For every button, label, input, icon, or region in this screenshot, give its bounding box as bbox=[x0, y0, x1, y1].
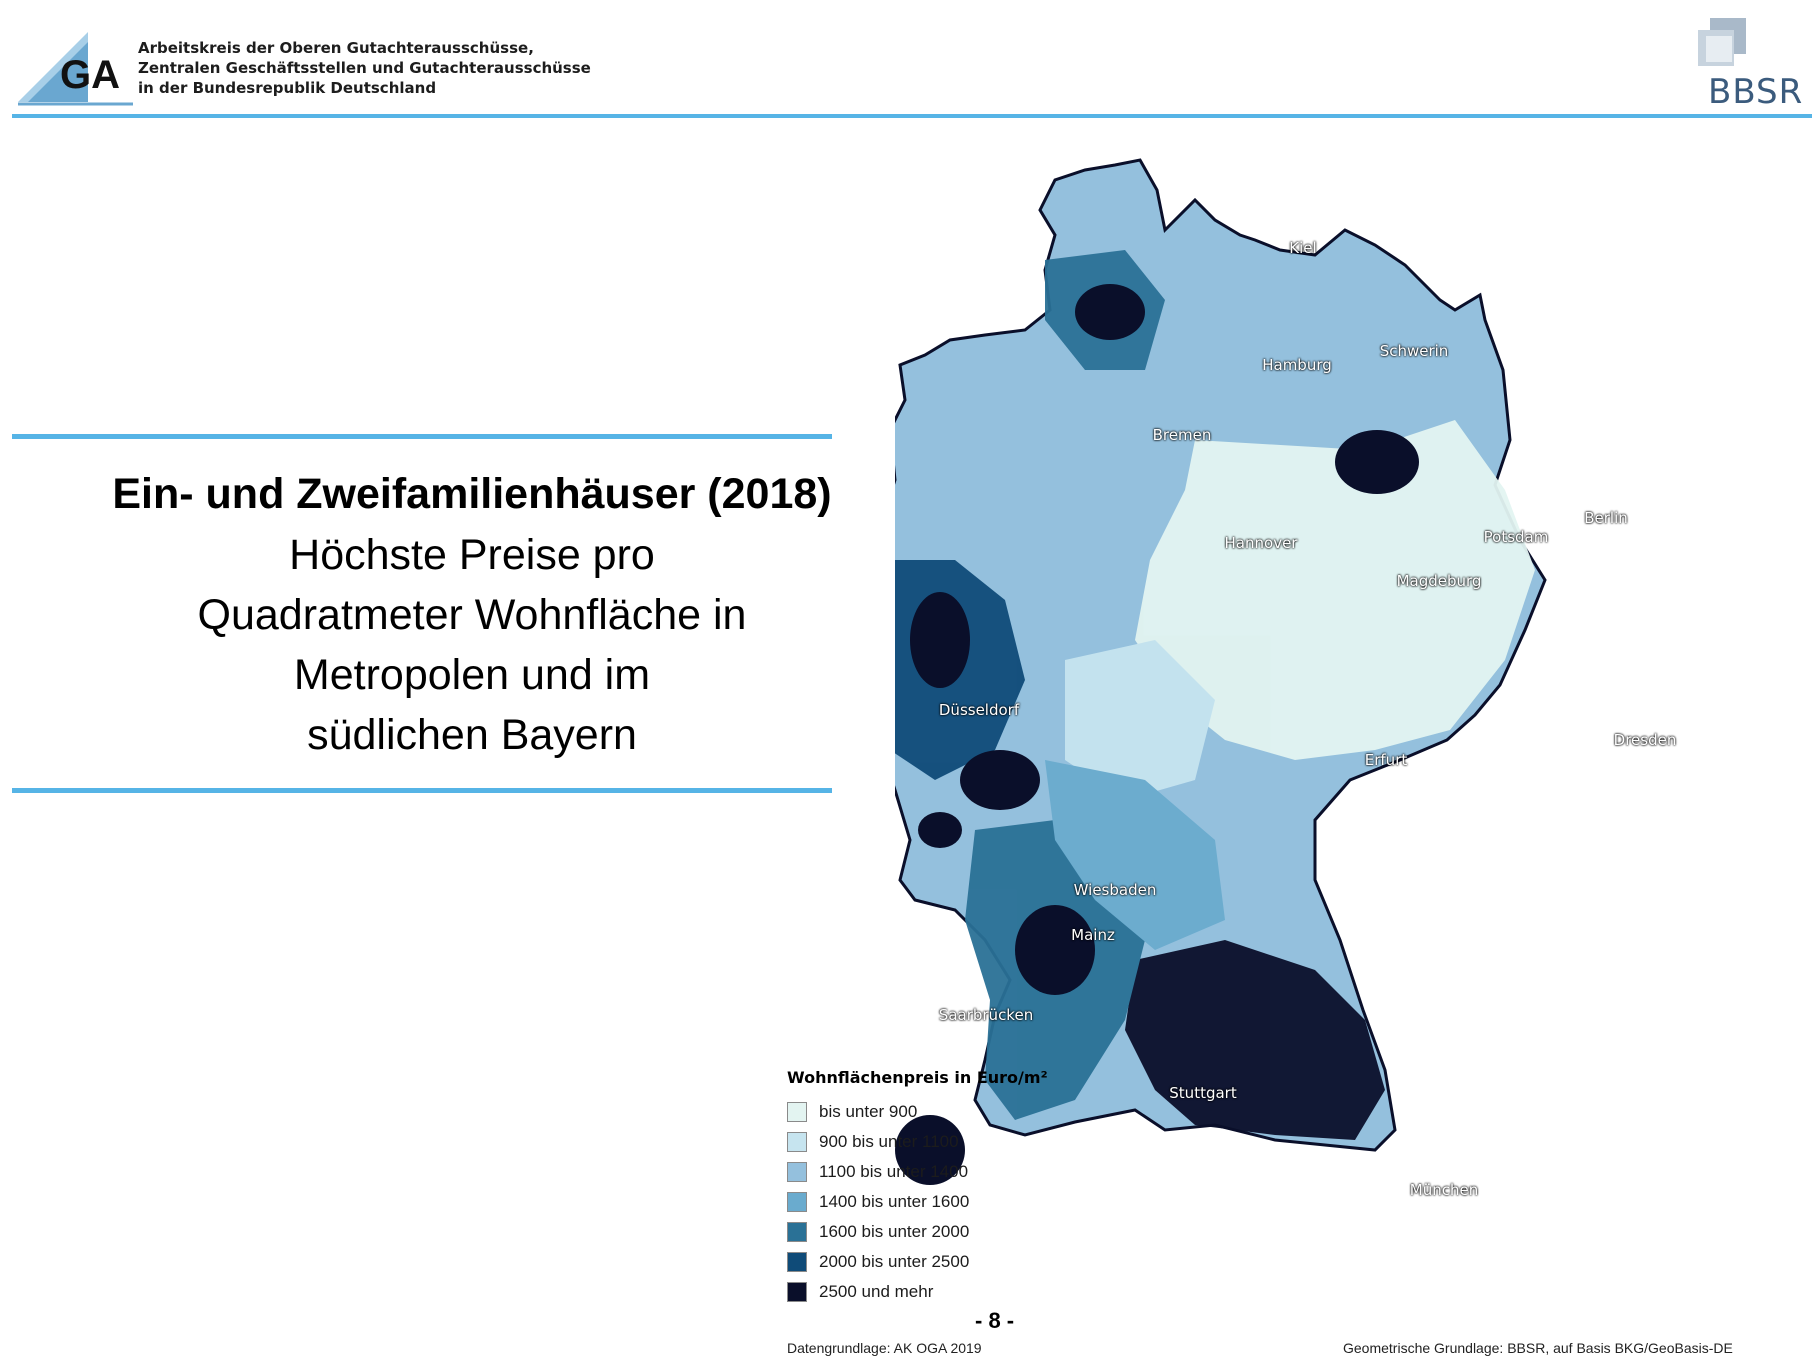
city-label-wiesbaden: Wiesbaden bbox=[1073, 881, 1157, 899]
city-label-hannover: Hannover bbox=[1224, 534, 1298, 552]
city-label-muenchen: München bbox=[1409, 1181, 1479, 1199]
title-sub-line-2: Quadratmeter Wohnfläche in bbox=[197, 591, 747, 639]
bbsr-logo-text: BBSR bbox=[1708, 72, 1804, 112]
legend-item: 1100 bis unter 1400 bbox=[787, 1157, 1067, 1187]
hamburg-area bbox=[1075, 284, 1145, 340]
legend-title: Wohnflächenpreis in Euro/m² bbox=[787, 1068, 1048, 1087]
gca-logo-text: GA bbox=[60, 53, 120, 97]
title-bottom-rule bbox=[12, 788, 832, 793]
region-east-light bbox=[1135, 420, 1535, 760]
title-main: Ein- und Zweifamilienhäuser (2018) bbox=[112, 470, 832, 518]
legend-label: 1400 bis unter 1600 bbox=[819, 1192, 970, 1211]
legend-item: 1400 bis unter 1600 bbox=[787, 1187, 1067, 1217]
legend-item: bis unter 900 bbox=[787, 1097, 1067, 1127]
metropolitan-hotspots bbox=[895, 284, 1419, 1185]
legend-item: 900 bis unter 1100 bbox=[787, 1127, 1067, 1157]
bbsr-logo bbox=[1698, 18, 1746, 66]
legend-swatch bbox=[787, 1222, 807, 1242]
header-divider bbox=[12, 114, 1812, 118]
legend-label: 2000 bis unter 2500 bbox=[819, 1252, 970, 1271]
city-label-saarbruecken: Saarbrücken bbox=[938, 1006, 1034, 1024]
slide-title: Ein- und Zweifamilienhäuser (2018) Höchs… bbox=[12, 470, 932, 765]
title-sub-line-3: Metropolen und im bbox=[293, 651, 651, 699]
legend-label: bis unter 900 bbox=[819, 1102, 918, 1121]
germany-price-map: Kiel Hamburg Schwerin Bremen Berlin Pots… bbox=[868, 140, 1785, 1320]
title-sub-line-4: südlichen Bayern bbox=[307, 711, 637, 759]
alps-west bbox=[895, 1115, 965, 1185]
org-line-2: Zentralen Geschäftsstellen und Gutachter… bbox=[138, 59, 591, 77]
title-top-rule bbox=[12, 434, 832, 439]
organization-name: Arbeitskreis der Oberen Gutachterausschü… bbox=[138, 38, 591, 98]
city-label-stuttgart: Stuttgart bbox=[1169, 1084, 1237, 1102]
legend-item: 2000 bis unter 2500 bbox=[787, 1247, 1067, 1277]
city-label-mainz: Mainz bbox=[1071, 926, 1115, 944]
legend-swatch bbox=[787, 1102, 807, 1122]
legend-swatch bbox=[787, 1132, 807, 1152]
duesseldorf-area bbox=[910, 592, 970, 688]
legend-swatch bbox=[787, 1192, 807, 1212]
city-label-duesseldorf: Düsseldorf bbox=[938, 701, 1020, 719]
legend-label: 1100 bis unter 1400 bbox=[819, 1162, 969, 1181]
geometry-source: Geometrische Grundlage: BBSR, auf Basis … bbox=[1343, 1340, 1733, 1356]
data-source: Datengrundlage: AK OGA 2019 bbox=[787, 1340, 982, 1356]
stuttgart-area bbox=[1015, 905, 1095, 995]
org-line-1: Arbeitskreis der Oberen Gutachterausschü… bbox=[138, 39, 534, 57]
page-number: - 8 - bbox=[975, 1308, 1015, 1333]
city-label-potsdam: Potsdam bbox=[1483, 528, 1549, 546]
header: GA Arbeitskreis der Oberen Gutachterauss… bbox=[0, 0, 1815, 120]
mainz-area bbox=[918, 812, 962, 848]
region-mid-south bbox=[1045, 760, 1225, 950]
legend-item: 1600 bis unter 2000 bbox=[787, 1217, 1067, 1247]
wiesbaden-area bbox=[960, 750, 1040, 810]
city-label-erfurt: Erfurt bbox=[1364, 751, 1408, 769]
city-label-magdeburg: Magdeburg bbox=[1396, 572, 1482, 590]
berlin-area bbox=[1335, 430, 1419, 494]
legend-swatch bbox=[787, 1162, 807, 1182]
region-center-light bbox=[1065, 640, 1215, 800]
city-label-schwerin: Schwerin bbox=[1379, 342, 1449, 360]
legend-label: 1600 bis unter 2000 bbox=[819, 1222, 970, 1241]
org-line-3: in der Bundesrepublik Deutschland bbox=[138, 79, 437, 97]
title-sub-line-1: Höchste Preise pro bbox=[289, 531, 655, 579]
legend-rows: bis unter 900 900 bis unter 1100 1100 bis … bbox=[787, 1097, 1067, 1307]
city-label-hamburg: Hamburg bbox=[1262, 356, 1332, 374]
legend-label: 2500 und mehr bbox=[819, 1282, 934, 1301]
gca-logo: GA bbox=[18, 32, 133, 106]
legend-label: 900 bis unter 1100 bbox=[819, 1132, 959, 1151]
city-label-berlin: Berlin bbox=[1584, 509, 1628, 527]
map-svg bbox=[868, 158, 1547, 1185]
region-south-dark bbox=[1125, 940, 1385, 1140]
legend-swatch bbox=[787, 1252, 807, 1272]
city-label-dresden: Dresden bbox=[1613, 731, 1677, 749]
legend-swatch bbox=[787, 1282, 807, 1302]
legend-item: 2500 und mehr bbox=[787, 1277, 1067, 1307]
city-label-kiel: Kiel bbox=[1289, 239, 1317, 257]
city-label-bremen: Bremen bbox=[1152, 426, 1212, 444]
map-legend: Wohnflächenpreis in Euro/m² bis unter 90… bbox=[787, 1068, 1067, 1307]
